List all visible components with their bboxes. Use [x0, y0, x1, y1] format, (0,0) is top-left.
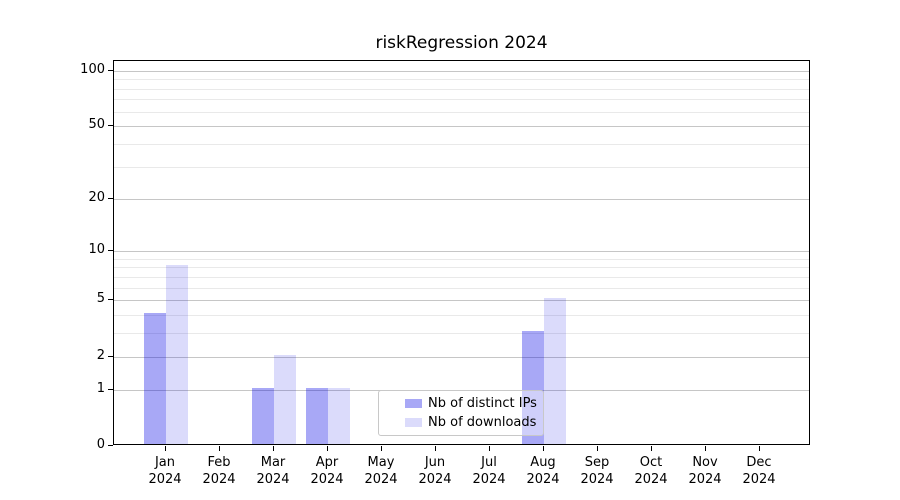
x-tick-label-jul: Jul 2024 [472, 455, 506, 487]
x-tick [759, 446, 760, 451]
major-gridline [114, 198, 809, 200]
minor-gridline [114, 287, 809, 289]
major-gridline [114, 300, 809, 302]
x-tick-label-may: May 2024 [364, 455, 398, 487]
x-tick [327, 446, 328, 451]
minor-gridline [114, 79, 809, 81]
minor-gridline [114, 166, 809, 168]
x-tick [651, 446, 652, 451]
legend-item-downloads: Nb of downloads [405, 415, 543, 430]
x-tick-label-jan: Jan 2024 [148, 455, 182, 487]
legend-label-distinct-ips: Nb of distinct IPs [428, 395, 537, 411]
x-tick [219, 446, 220, 451]
plot-area: Nb of distinct IPs Nb of downloads [113, 60, 810, 445]
x-tick [543, 446, 544, 451]
minor-gridline [114, 315, 809, 317]
y-tick [108, 69, 113, 71]
major-gridline [114, 126, 809, 128]
major-gridline [114, 251, 809, 253]
x-tick-label-mar: Mar 2024 [256, 455, 290, 487]
bar-mar-downloads [274, 354, 296, 444]
x-tick-label-nov: Nov 2024 [688, 455, 722, 487]
minor-gridline [114, 99, 809, 101]
y-tick [108, 125, 113, 127]
x-tick-label-oct: Oct 2024 [634, 455, 668, 487]
bar-jan-downloads [166, 265, 188, 444]
legend-label-downloads: Nb of downloads [428, 415, 537, 431]
chart-title: riskRegression 2024 [375, 33, 548, 53]
minor-gridline [114, 267, 809, 269]
bar-aug-downloads [544, 298, 566, 444]
major-gridline [114, 356, 809, 358]
bar-mar-distinct-ips [252, 387, 274, 444]
x-tick [435, 446, 436, 451]
x-tick [165, 446, 166, 451]
bar-apr-downloads [328, 387, 350, 444]
legend-swatch-distinct-ips [405, 398, 422, 408]
y-tick-label: 1 [96, 380, 105, 396]
x-tick-label-dec: Dec 2024 [742, 455, 776, 487]
y-tick [108, 250, 113, 252]
y-tick [108, 197, 113, 199]
y-tick-label: 20 [88, 189, 105, 205]
y-tick-label: 50 [88, 117, 105, 133]
x-tick-label-aug: Aug 2024 [526, 455, 560, 487]
bar-apr-distinct-ips [306, 387, 328, 444]
y-tick-label: 5 [96, 291, 105, 307]
y-tick-label: 0 [96, 437, 105, 452]
y-tick-label: 100 [80, 61, 105, 77]
y-tick [108, 355, 113, 357]
minor-gridline [114, 88, 809, 90]
y-tick [108, 388, 113, 390]
legend-item-distinct-ips: Nb of distinct IPs [405, 396, 543, 411]
minor-gridline [114, 111, 809, 113]
x-tick [489, 446, 490, 451]
minor-gridline [114, 333, 809, 335]
legend-swatch-downloads [405, 418, 422, 428]
x-tick-label-feb: Feb 2024 [202, 455, 236, 487]
x-tick [705, 446, 706, 451]
y-tick-label: 10 [88, 242, 105, 258]
x-tick-label-jun: Jun 2024 [418, 455, 452, 487]
legend: Nb of distinct IPs Nb of downloads [378, 390, 544, 436]
x-tick-label-apr: Apr 2024 [310, 455, 344, 487]
minor-gridline [114, 144, 809, 146]
major-gridline [114, 70, 809, 72]
x-tick-label-sep: Sep 2024 [580, 455, 614, 487]
x-tick [273, 446, 274, 451]
bar-jan-distinct-ips [144, 313, 166, 444]
y-tick [108, 445, 113, 446]
x-tick [381, 446, 382, 451]
bar-aug-distinct-ips [522, 331, 544, 444]
y-tick [108, 299, 113, 301]
minor-gridline [114, 276, 809, 278]
y-tick-label: 2 [96, 347, 105, 363]
minor-gridline [114, 258, 809, 260]
x-tick [597, 446, 598, 451]
